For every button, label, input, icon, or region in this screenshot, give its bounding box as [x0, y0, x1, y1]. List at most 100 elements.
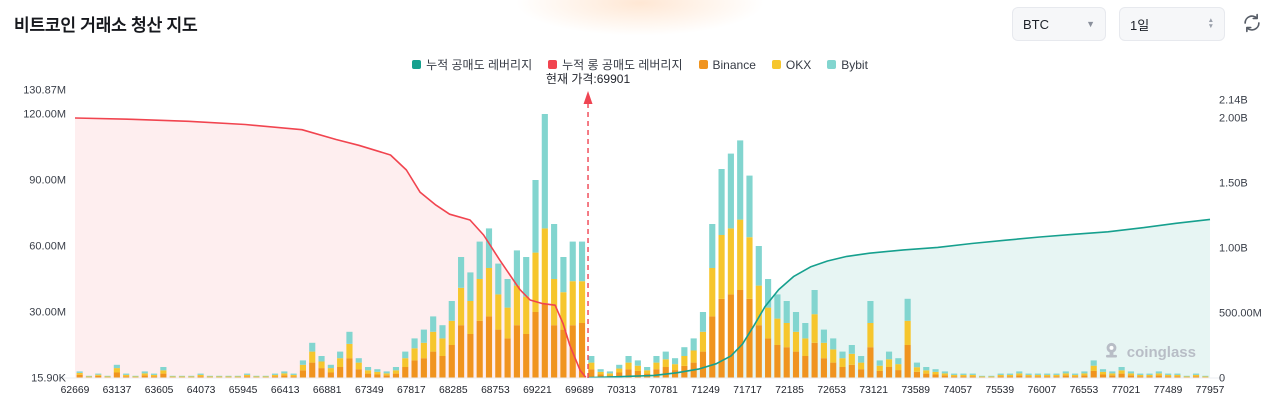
bar-segment: [76, 372, 83, 375]
bar-segment: [551, 279, 558, 326]
bar-segment: [867, 301, 874, 323]
legend-swatch-icon: [771, 60, 781, 69]
bar-segment: [1034, 374, 1041, 377]
legend-swatch-icon: [412, 60, 422, 69]
liquidation-chart-canvas[interactable]: 62669 63137 63605 64073 65945 66413 66881 67349…: [0, 85, 1280, 400]
bar-segment: [662, 367, 669, 378]
bar-segment: [448, 301, 455, 321]
bar-segment: [467, 301, 474, 334]
bar-segment: [141, 371, 148, 374]
interval-select[interactable]: 1일 ▲ ▼: [1119, 7, 1225, 41]
bar-segment: [569, 281, 576, 326]
bar-segment: [113, 372, 120, 378]
x-axis-label: 77021: [1112, 385, 1141, 396]
legend-label: 누적 롱 공매도 레버리지: [562, 58, 683, 72]
x-axis-label: 74057: [943, 385, 972, 396]
bar-segment: [420, 329, 427, 343]
bar-segment: [1174, 376, 1181, 378]
bar-segment: [1146, 373, 1153, 375]
bar-segment: [644, 370, 651, 374]
legend-item-4[interactable]: Bybit: [827, 58, 868, 72]
bar-segment: [151, 373, 158, 375]
bar-segment: [327, 364, 334, 369]
background-glow: [515, 0, 765, 36]
bar-segment: [802, 323, 809, 339]
bar-segment: [541, 114, 548, 229]
bar-segment: [513, 250, 520, 286]
current-price-label: 현재 가격:69901: [545, 72, 631, 86]
left-axis-label: 15.90K: [31, 373, 67, 385]
bar-segment: [1192, 373, 1200, 375]
bar-segment: [644, 367, 651, 371]
bar-segment: [1006, 376, 1014, 378]
bar-segment: [634, 365, 641, 371]
bar-segment: [718, 235, 725, 299]
bar-segment: [913, 362, 921, 368]
bar-segment: [383, 373, 390, 376]
x-axis-label: 70313: [607, 385, 636, 396]
bar-segment: [216, 375, 223, 377]
legend-item-2[interactable]: Binance: [698, 58, 756, 72]
bar-segment: [355, 369, 362, 378]
bar-segment: [504, 307, 511, 339]
bar-segment: [969, 376, 976, 378]
bar-segment: [1192, 376, 1200, 378]
bar-segment: [281, 371, 288, 374]
bar-segment: [1006, 374, 1014, 377]
bar-segment: [1053, 376, 1060, 378]
bar-segment: [802, 338, 809, 356]
bar-segment: [1174, 374, 1181, 377]
bar-segment: [606, 373, 614, 376]
bar-segment: [327, 368, 334, 373]
bar-segment: [941, 371, 948, 374]
legend-item-3[interactable]: OKX: [771, 58, 811, 72]
bar-segment: [1016, 375, 1023, 378]
legend-swatch-icon: [827, 60, 837, 69]
bar-segment: [346, 331, 353, 344]
bar-segment: [904, 320, 911, 345]
bar-segment: [234, 375, 241, 377]
bar-segment: [1072, 373, 1079, 375]
bar-segment: [671, 364, 679, 371]
bar-segment: [755, 325, 762, 378]
x-axis-label: 69689: [565, 385, 594, 396]
bar-segment: [662, 359, 669, 367]
bar-segment: [820, 329, 827, 343]
bar-segment: [1202, 376, 1209, 378]
bar-segment: [197, 373, 204, 375]
bar-segment: [1165, 373, 1172, 375]
bar-segment: [485, 228, 493, 268]
bar-segment: [318, 356, 325, 362]
symbol-select[interactable]: BTC ▼: [1012, 7, 1106, 41]
bar-segment: [811, 314, 818, 343]
header-controls: BTC ▼ 1일 ▲ ▼: [1012, 7, 1266, 41]
bar-segment: [244, 373, 251, 375]
bar-segment: [411, 360, 418, 378]
bar-segment: [1109, 375, 1116, 378]
bar-segment: [95, 373, 102, 375]
legend-item-1[interactable]: 누적 롱 공매도 레버리지: [548, 56, 683, 73]
bar-segment: [1062, 373, 1069, 376]
bar-segment: [876, 360, 883, 366]
bar-segment: [783, 347, 790, 378]
bar-segment: [476, 241, 483, 279]
bar-segment: [1127, 373, 1134, 376]
bar-segment: [1155, 375, 1162, 378]
bar-segment: [1034, 373, 1041, 375]
bar-segment: [141, 373, 148, 376]
bar-segment: [355, 358, 362, 363]
bar-segment: [997, 376, 1004, 378]
bar-segment: [885, 367, 893, 378]
x-axis-label: 63137: [103, 385, 132, 396]
bar-segment: [1090, 365, 1097, 371]
bar-segment: [430, 331, 437, 352]
bar-segment: [1155, 373, 1162, 376]
bar-segment: [411, 338, 418, 349]
refresh-button[interactable]: [1238, 9, 1266, 40]
legend-item-0[interactable]: 누적 공매도 레버리지: [412, 56, 532, 73]
bar-segment: [1044, 373, 1051, 375]
bar-segment: [1072, 374, 1079, 377]
bar-segment: [792, 331, 800, 352]
bar-segment: [904, 298, 911, 321]
bar-segment: [309, 342, 316, 352]
